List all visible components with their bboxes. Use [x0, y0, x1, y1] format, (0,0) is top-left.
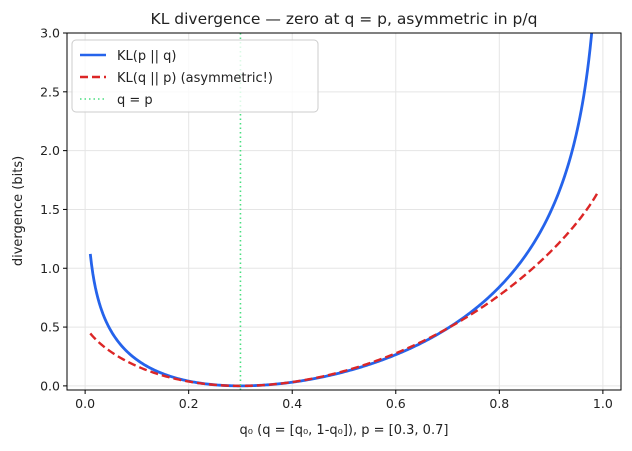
y-axis-ticks: 0.0 0.5 1.0 1.5 2.0 2.5 3.0 [40, 26, 67, 393]
y-tick-label: 0.0 [40, 378, 60, 393]
legend: KL(p || q) KL(q || p) (asymmetric!) q = … [71, 39, 319, 113]
x-tick-label: 0.2 [179, 396, 199, 411]
legend-label-kl-q-p: KL(q || p) (asymmetric!) [117, 71, 273, 86]
x-tick-label: 0.8 [489, 396, 509, 411]
series-kl-q-p-line [89, 191, 599, 388]
x-axis-ticks: 0.0 0.2 0.4 0.6 0.8 1.0 [75, 390, 613, 411]
y-tick-label: 2.5 [40, 84, 60, 99]
x-axis-label: q₀ (q = [q₀, 1-q₀]), p = [0.3, 0.7] [240, 423, 449, 438]
x-tick-label: 0.0 [75, 396, 95, 411]
legend-label-kl-p-q: KL(p || q) [117, 49, 176, 64]
x-tick-label: 0.6 [386, 396, 406, 411]
y-tick-label: 0.5 [40, 320, 60, 335]
y-tick-label: 1.5 [40, 202, 60, 217]
y-tick-label: 2.0 [40, 143, 60, 158]
legend-label-q-equals-p: q = p [117, 93, 153, 108]
x-tick-label: 0.4 [282, 396, 302, 411]
y-axis-label: divergence (bits) [11, 156, 26, 266]
y-tick-label: 1.0 [40, 261, 60, 276]
plot-frame [66, 32, 622, 391]
y-tick-label: 3.0 [40, 26, 60, 41]
legend-box [71, 39, 319, 113]
chart-title: KL divergence — zero at q = p, asymmetri… [151, 10, 538, 28]
x-tick-label: 1.0 [593, 396, 613, 411]
